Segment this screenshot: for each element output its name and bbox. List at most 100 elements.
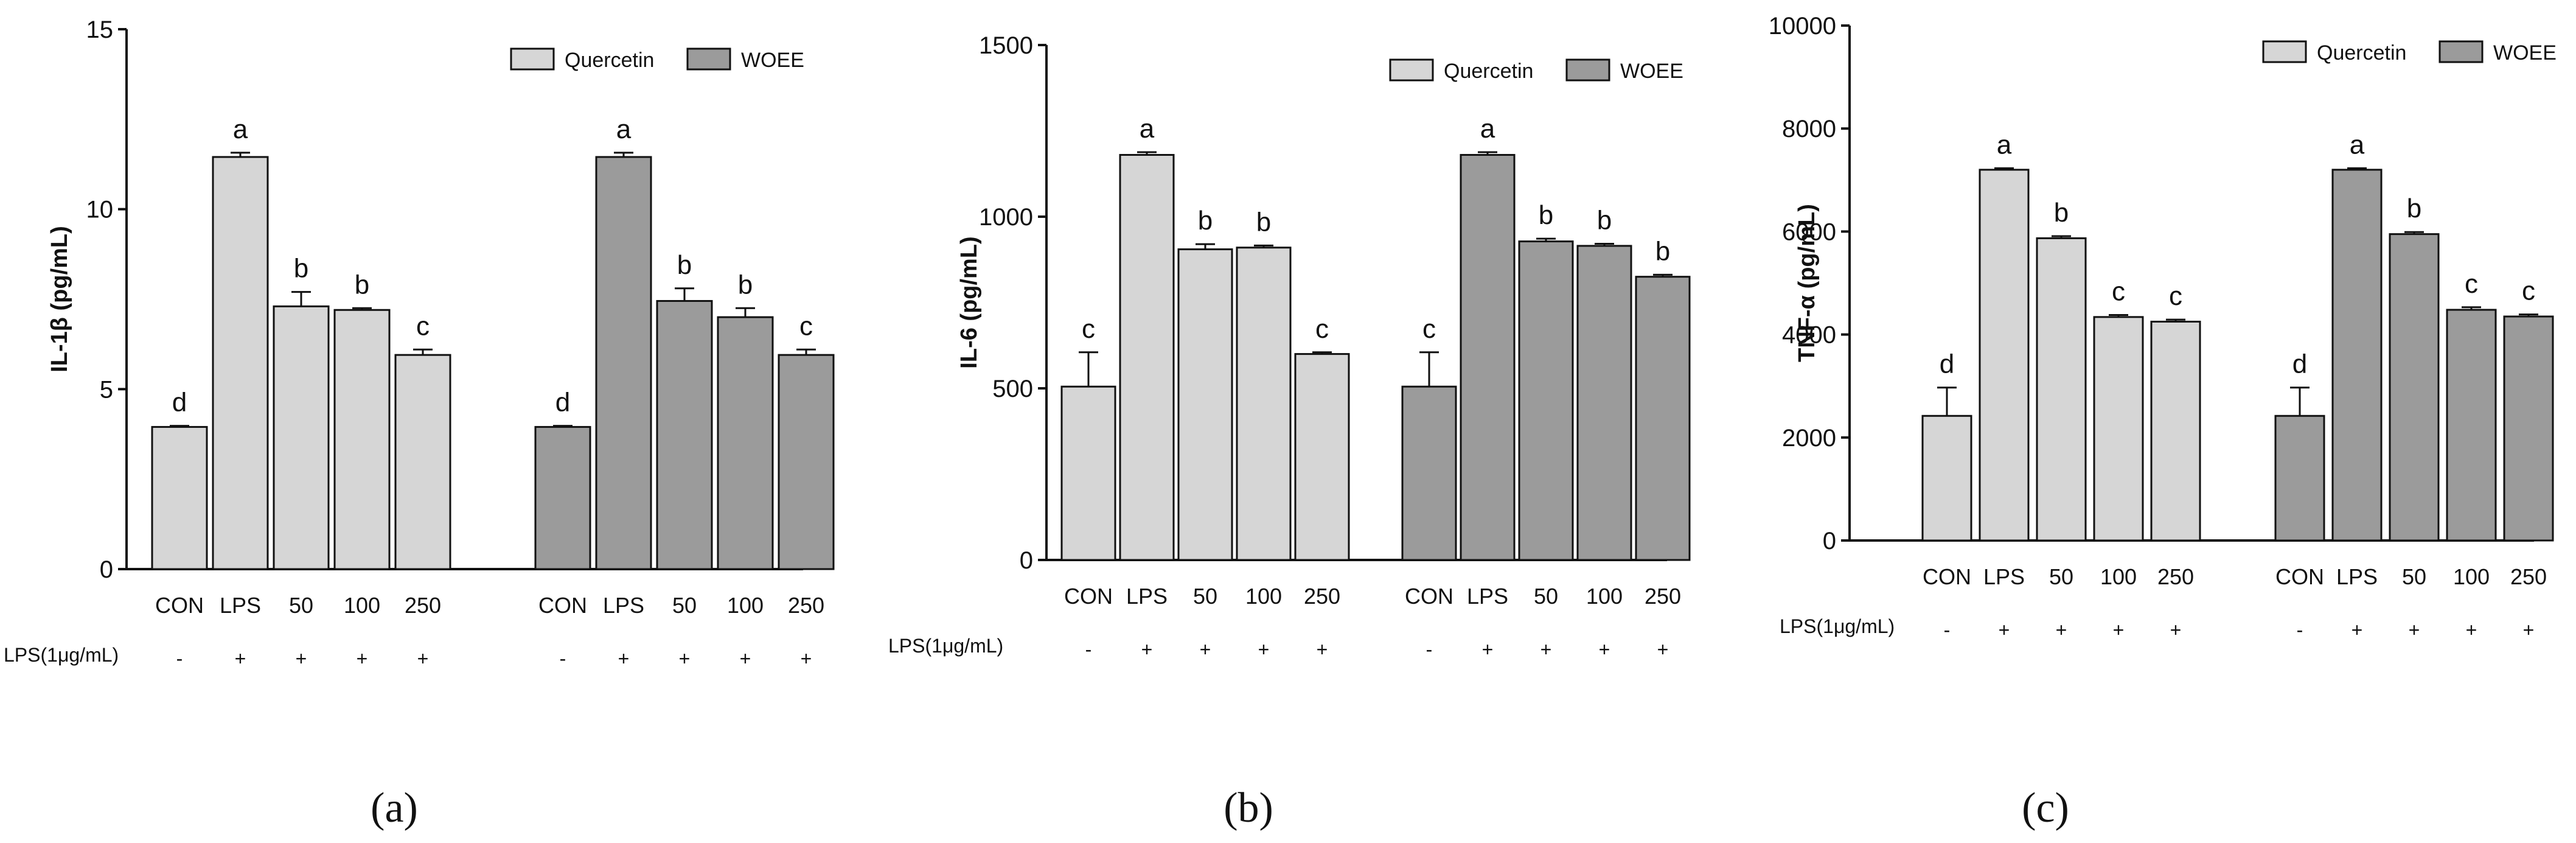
lps-row-value: + bbox=[2113, 619, 2125, 641]
bar-quercetin-con bbox=[1921, 415, 1972, 542]
significance-letter: b bbox=[677, 250, 692, 280]
lps-row-value: - bbox=[2297, 619, 2303, 641]
significance-letter: c bbox=[416, 311, 430, 341]
bar-woee-100 bbox=[1576, 245, 1632, 561]
bar-quercetin-250 bbox=[1294, 353, 1350, 561]
legend-swatch-woee bbox=[686, 47, 731, 71]
significance-letter: a bbox=[616, 114, 632, 144]
x-tick-label: 250 bbox=[2510, 564, 2547, 589]
bar-quercetin-con bbox=[1060, 385, 1116, 561]
x-tick-label: LPS bbox=[1983, 564, 2025, 589]
bar-quercetin-100 bbox=[2093, 316, 2144, 542]
lps-row-value: + bbox=[1482, 638, 1494, 660]
significance-letter: b bbox=[1597, 206, 1612, 236]
significance-letter: a bbox=[233, 114, 248, 144]
bar-woee-con bbox=[534, 425, 591, 570]
x-tick-label: CON bbox=[1405, 584, 1453, 609]
x-tick-label: LPS bbox=[220, 593, 261, 618]
y-tick-label: 15 bbox=[86, 16, 114, 43]
bar-woee-50 bbox=[1518, 240, 1574, 561]
significance-letter: a bbox=[1997, 130, 2012, 159]
lps-row-value: + bbox=[618, 648, 630, 670]
legend-label-woee: WOEE bbox=[741, 49, 804, 72]
significance-letter: c bbox=[2112, 276, 2125, 306]
chart-panel-2: 0 500 1000 1500 IL-6 (pg/mL) c CON - a LPS + b 50 + b 1… bbox=[888, 32, 1691, 831]
significance-letter: c bbox=[1422, 314, 1436, 344]
significance-letter: d bbox=[2292, 349, 2307, 379]
significance-letter: b bbox=[1655, 236, 1670, 266]
significance-letter: b bbox=[2054, 198, 2069, 228]
lps-row-value: + bbox=[2351, 619, 2363, 641]
bar-quercetin-lps bbox=[1979, 169, 2030, 542]
legend-swatch-quercetin bbox=[2262, 40, 2307, 63]
y-tick-label: 500 bbox=[992, 376, 1033, 402]
x-tick-label: CON bbox=[1923, 564, 1971, 589]
bar-woee-50 bbox=[656, 299, 713, 570]
x-tick-label: 50 bbox=[1193, 584, 1217, 609]
x-tick-label: 100 bbox=[1245, 584, 1282, 609]
significance-letter: b bbox=[2407, 194, 2421, 223]
bar-woee-50 bbox=[2389, 233, 2440, 542]
lps-row-value: + bbox=[417, 648, 429, 670]
significance-letter: a bbox=[1480, 114, 1495, 144]
significance-letter: b bbox=[1256, 207, 1271, 237]
y-tick-label: 6000 bbox=[1782, 219, 1836, 245]
bar-woee-100 bbox=[2446, 309, 2497, 542]
lps-row-value: + bbox=[1141, 638, 1153, 660]
lps-row-value: + bbox=[2170, 619, 2182, 641]
bar-quercetin-250 bbox=[394, 354, 451, 570]
bar-quercetin-lps bbox=[1119, 153, 1175, 561]
x-tick-label: 50 bbox=[672, 593, 697, 618]
bar-quercetin-100 bbox=[1236, 247, 1292, 561]
significance-letter: d bbox=[1940, 349, 1954, 379]
legend-label-woee: WOEE bbox=[1620, 60, 1683, 83]
x-tick-label: CON bbox=[2275, 564, 2324, 589]
x-tick-label: 250 bbox=[405, 593, 441, 618]
lps-row-label: LPS(1μg/mL) bbox=[888, 635, 1003, 657]
x-tick-label: 100 bbox=[344, 593, 380, 618]
x-tick-label: LPS bbox=[1126, 584, 1168, 609]
lps-row-value: - bbox=[1426, 638, 1433, 660]
x-tick-label: CON bbox=[155, 593, 204, 618]
panel-label: (c) bbox=[2022, 785, 2069, 831]
bar-quercetin-50 bbox=[273, 305, 330, 570]
lps-row-value: - bbox=[560, 648, 566, 670]
legend-label-quercetin: Quercetin bbox=[2317, 41, 2406, 65]
lps-row-value: + bbox=[2466, 619, 2477, 641]
x-tick-label: 250 bbox=[788, 593, 824, 618]
lps-row-value: + bbox=[1599, 638, 1610, 660]
x-tick-label: 250 bbox=[1645, 584, 1681, 609]
chart-panel-1: 0 5 10 15 IL-1β (pg/mL) d CON - a LPS + b 50 + b 100 + c 2… bbox=[4, 16, 835, 831]
bar-woee-con bbox=[2274, 415, 2325, 542]
bar-woee-100 bbox=[717, 316, 774, 570]
y-axis-label: IL-6 (pg/mL) bbox=[956, 236, 982, 368]
lps-row-value: + bbox=[1999, 619, 2010, 641]
significance-letter: a bbox=[1140, 114, 1155, 144]
y-tick-label: 1000 bbox=[979, 204, 1033, 231]
lps-row-value: - bbox=[1944, 619, 1951, 641]
legend: Quercetin WOEE bbox=[2262, 40, 2557, 65]
bar-woee-con bbox=[1401, 385, 1457, 561]
x-tick-label: LPS bbox=[603, 593, 644, 618]
lps-row-label: LPS(1μg/mL) bbox=[1780, 615, 1895, 637]
significance-letter: c bbox=[1082, 314, 1095, 344]
bar-quercetin-con bbox=[151, 425, 208, 570]
y-tick-label: 0 bbox=[1823, 528, 1836, 554]
lps-row-value: + bbox=[1657, 638, 1669, 660]
significance-letter: b bbox=[294, 254, 308, 284]
legend-swatch-quercetin bbox=[510, 47, 555, 71]
significance-letter: d bbox=[555, 388, 570, 418]
x-tick-label: 50 bbox=[2402, 564, 2426, 589]
bar-woee-lps bbox=[2331, 169, 2383, 542]
significance-letter: b bbox=[738, 270, 753, 299]
significance-letter: b bbox=[1539, 200, 1553, 230]
y-tick-label: 1500 bbox=[979, 32, 1033, 59]
significance-letter: c bbox=[2522, 276, 2535, 306]
bar-quercetin-250 bbox=[2150, 320, 2201, 542]
y-tick-label: 0 bbox=[1020, 547, 1033, 574]
legend-swatch-woee bbox=[2438, 40, 2484, 63]
y-tick-label: 0 bbox=[100, 556, 113, 583]
lps-row-value: + bbox=[740, 648, 751, 670]
significance-letter: d bbox=[172, 388, 187, 418]
lps-row-label: LPS(1μg/mL) bbox=[4, 644, 119, 666]
